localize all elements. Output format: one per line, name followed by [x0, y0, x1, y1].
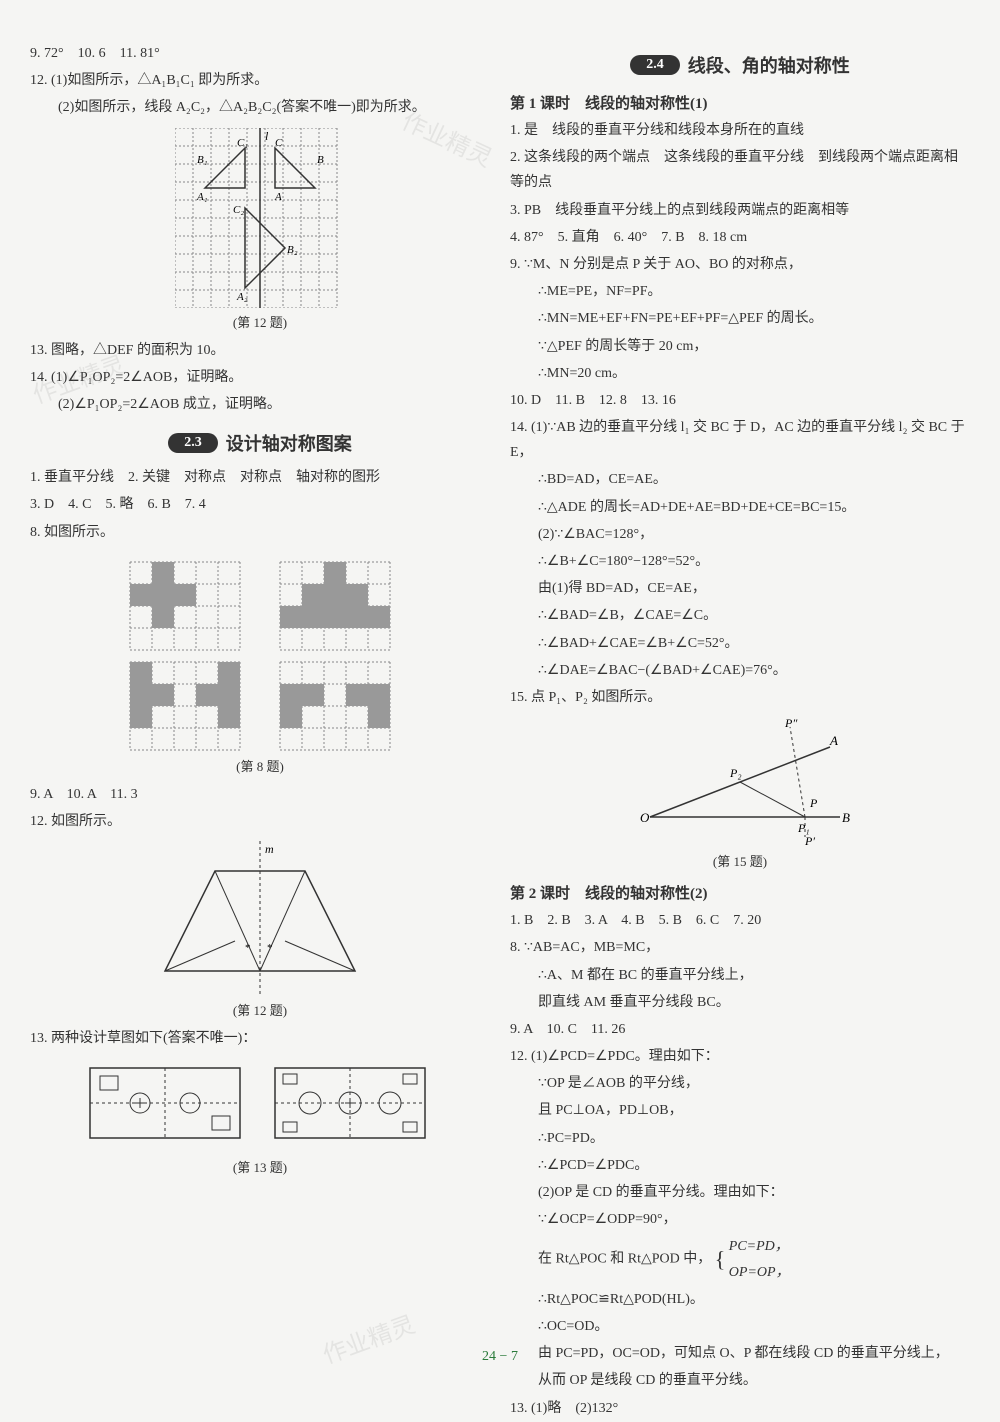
answer-line: 13. (1)略 (2)132° — [510, 1395, 970, 1422]
answer-line: 13. 两种设计草图如下(答案不唯一)： — [30, 1025, 490, 1052]
label-P1: P₁ — [797, 821, 810, 835]
answer-line: 4. 87° 5. 直角 6. 40° 7. B 8. 18 cm — [510, 224, 970, 251]
answer-line: 15. 点 P₁、P₂ 如图所示。 — [510, 684, 970, 711]
svg-text:l: l — [265, 129, 269, 143]
section-header-23: 2.3 设计轴对称图案 — [30, 430, 490, 456]
answer-line: 1. 是 线段的垂直平分线和线段本身所在的直线 — [510, 117, 970, 144]
answer-line: ∵△PEF 的周长等于 20 cm， — [510, 333, 970, 360]
svg-text:C: C — [275, 137, 283, 149]
answer-line: ∴PC=PD。 — [510, 1125, 970, 1152]
figure-caption: (第 12 题) — [30, 1000, 490, 1019]
answer-line: ∴MN=20 cm。 — [510, 360, 970, 387]
svg-text:A₁: A₁ — [196, 191, 208, 203]
svg-text:B: B — [317, 154, 324, 166]
sub-header: 第 2 课时 线段的轴对称性(2) — [510, 882, 970, 903]
answer-line: 9. 72° 10. 6 11. 81° — [30, 40, 490, 67]
answer-line: 1. B 2. B 3. A 4. B 5. B 6. C 7. 20 — [510, 907, 970, 934]
answer-line: 且 PC⊥OA，PD⊥OB， — [510, 1097, 970, 1124]
page-number: 24 − 7 — [482, 1349, 518, 1365]
answer-line: ∴A、M 都在 BC 的垂直平分线上， — [510, 962, 970, 989]
left-column: 9. 72° 10. 6 11. 81° 12. (1)如图所示，△A₁B₁C₁… — [30, 40, 490, 1422]
figure-15: O A B P P₁ P₂ P′ P″ (第 15 题) — [510, 717, 970, 870]
answer-line: (2)∠P₁OP₂=2∠AOB 成立，证明略。 — [30, 391, 490, 418]
answer-line: 由 PC=PD，OC=OD，可知点 O、P 都在线段 CD 的垂直平分线上， — [510, 1340, 970, 1367]
label-Pk: P″ — [784, 717, 798, 730]
answer-line: 9. A 10. A 11. 3 — [30, 781, 490, 808]
answer-line: ∴BD=AD，CE=AE。 — [510, 466, 970, 493]
label-A: A — [829, 733, 838, 748]
answer-line: 9. A 10. C 11. 26 — [510, 1016, 970, 1043]
design-figure-svg — [80, 1058, 440, 1153]
figure-caption: (第 8 题) — [30, 756, 490, 775]
label-B: B — [842, 810, 850, 825]
label-Pp: P′ — [804, 834, 815, 847]
answer-line: 12. (1)如图所示，△A₁B₁C₁ 即为所求。 — [30, 67, 490, 94]
svg-text:C₁: C₁ — [237, 137, 248, 149]
figure-caption: (第 12 题) — [30, 312, 490, 331]
answer-line: ∴∠DAE=∠BAC−(∠BAD+∠CAE)=76°。 — [510, 657, 970, 684]
answer-line: (2)OP 是 CD 的垂直平分线。理由如下： — [510, 1179, 970, 1206]
figure-caption: (第 15 题) — [510, 851, 970, 870]
answer-line: 14. (1)∠P₁OP₂=2∠AOB，证明略。 — [30, 364, 490, 391]
answer-line: 由(1)得 BD=AD，CE=AE， — [510, 575, 970, 602]
answer-line: 3. D 4. C 5. 略 6. B 7. 4 — [30, 491, 490, 518]
svg-text:m: m — [265, 842, 274, 856]
answer-line: ∴∠PCD=∠PDC。 — [510, 1152, 970, 1179]
answer-line: 13. 图略，△DEF 的面积为 10。 — [30, 337, 490, 364]
answer-line: 14. (1)∵AB 边的垂直平分线 l₁ 交 BC 于 D，AC 边的垂直平分… — [510, 414, 970, 466]
answer-line: ∴∠BAD+∠CAE=∠B+∠C=52°。 — [510, 630, 970, 657]
answer-line: 8. 如图所示。 — [30, 519, 490, 546]
answer-line: 10. D 11. B 12. 8 13. 16 — [510, 387, 970, 414]
answer-line: ∴Rt△POC≌Rt△POD(HL)。 — [510, 1286, 970, 1313]
answer-line: 在 Rt△POC 和 Rt△POD 中， { PC=PD， OP=OP， — [510, 1233, 970, 1285]
answer-line: 2. 这条线段的两个端点 这条线段的垂直平分线 到线段两个端点距离相等的点 — [510, 144, 970, 196]
answer-line: ∴ME=PE，NF=PF。 — [510, 278, 970, 305]
answer-line: ∵OP 是∠AOB 的平分线， — [510, 1070, 970, 1097]
figure-8: (第 8 题) — [30, 552, 490, 775]
section-title: 设计轴对称图案 — [226, 430, 352, 456]
section-badge: 2.3 — [168, 433, 218, 453]
section-badge: 2.4 — [630, 55, 680, 75]
answer-line: ∴△ADE 的周长=AD+DE+AE=BD+DE+CE=BC=15。 — [510, 494, 970, 521]
answer-line: 12. (1)∠PCD=∠PDC。理由如下： — [510, 1043, 970, 1070]
answer-line: 8. ∵AB=AC，MB=MC， — [510, 934, 970, 961]
figure-12b: m * * (第 12 题) — [30, 841, 490, 1019]
sub-header: 第 1 课时 线段的轴对称性(1) — [510, 92, 970, 113]
answer-line: 3. PB 线段垂直平分线上的点到线段两端点的距离相等 — [510, 197, 970, 224]
grid-figure-svg — [110, 552, 410, 752]
answer-line: ∴∠BAD=∠B，∠CAE=∠C。 — [510, 602, 970, 629]
answer-line: ∴∠B+∠C=180°−128°=52°。 — [510, 548, 970, 575]
right-column: 2.4 线段、角的轴对称性 第 1 课时 线段的轴对称性(1) 1. 是 线段的… — [510, 40, 970, 1422]
answer-line: ∴OC=OD。 — [510, 1313, 970, 1340]
figure-13: (第 13 题) — [30, 1058, 490, 1176]
svg-text:B₁: B₁ — [197, 154, 208, 166]
trapezoid-figure-svg: m * * — [145, 841, 375, 996]
svg-text:B₂: B₂ — [287, 244, 298, 256]
angle-figure-svg: O A B P P₁ P₂ P′ P″ — [630, 717, 850, 847]
grid-figure-svg: l B₁ C₁ A₁ C B A C₂ B₂ A₂ — [175, 128, 345, 308]
answer-line: 从而 OP 是线段 CD 的垂直平分线。 — [510, 1367, 970, 1394]
answer-line: ∴MN=ME+EF+FN=PE+EF+PF=△PEF 的周长。 — [510, 305, 970, 332]
label-O: O — [640, 810, 650, 825]
svg-text:A₂: A₂ — [236, 291, 248, 303]
label-P2: P₂ — [729, 766, 742, 780]
answer-line: 9. ∵M、N 分别是点 P 关于 AO、BO 的对称点， — [510, 251, 970, 278]
answer-line: (2)如图所示，线段 A₂C₂，△A₂B₂C₂(答案不唯一)即为所求。 — [30, 94, 490, 121]
svg-text:C₂: C₂ — [233, 204, 244, 216]
section-header-24: 2.4 线段、角的轴对称性 — [510, 52, 970, 78]
section-title: 线段、角的轴对称性 — [688, 52, 850, 78]
answer-line: 1. 垂直平分线 2. 关键 对称点 对称点 轴对称的图形 — [30, 464, 490, 491]
page-content: 9. 72° 10. 6 11. 81° 12. (1)如图所示，△A₁B₁C₁… — [30, 40, 970, 1422]
label-P: P — [809, 796, 818, 810]
answer-line: ∵∠OCP=∠ODP=90°， — [510, 1206, 970, 1233]
svg-text:*: * — [245, 942, 251, 954]
svg-text:A: A — [274, 191, 282, 203]
figure-12a: l B₁ C₁ A₁ C B A C₂ B₂ A₂ (第 12 题) — [30, 128, 490, 331]
answer-line: 即直线 AM 垂直平分线段 BC。 — [510, 989, 970, 1016]
answer-line: (2)∵∠BAC=128°， — [510, 521, 970, 548]
figure-caption: (第 13 题) — [30, 1157, 490, 1176]
svg-text:*: * — [267, 942, 273, 954]
answer-line: 12. 如图所示。 — [30, 808, 490, 835]
